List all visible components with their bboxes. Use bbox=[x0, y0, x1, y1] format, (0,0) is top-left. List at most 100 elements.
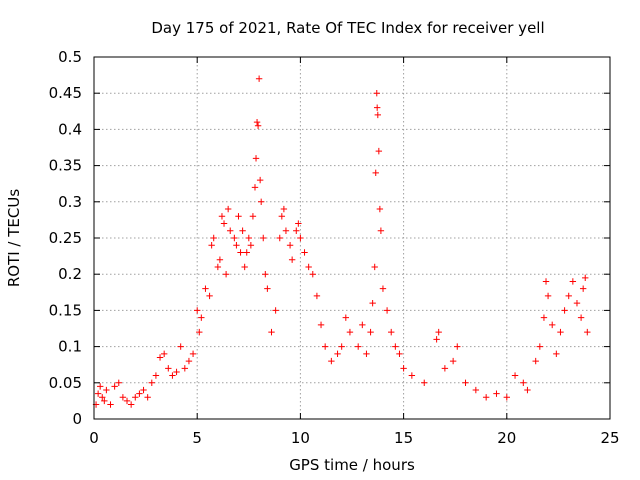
data-point bbox=[202, 285, 209, 292]
data-point bbox=[372, 169, 379, 177]
data-point bbox=[220, 220, 228, 227]
data-point bbox=[282, 227, 290, 234]
data-point bbox=[96, 383, 104, 390]
data-point bbox=[148, 379, 155, 386]
data-point bbox=[276, 234, 283, 242]
data-point bbox=[388, 328, 395, 336]
data-point bbox=[363, 350, 370, 358]
data-point bbox=[256, 176, 264, 184]
data-point bbox=[379, 285, 387, 292]
data-point bbox=[119, 394, 127, 401]
data-point bbox=[272, 307, 279, 314]
x-tick-label: 20 bbox=[497, 429, 516, 447]
data-point bbox=[243, 249, 250, 256]
data-point bbox=[288, 256, 296, 263]
data-point bbox=[383, 307, 391, 314]
y-tick-label: 0.1 bbox=[58, 338, 82, 356]
data-point bbox=[185, 357, 193, 365]
data-point bbox=[227, 227, 234, 234]
data-points bbox=[92, 75, 591, 408]
data-point bbox=[433, 336, 440, 343]
data-point bbox=[377, 227, 385, 234]
data-point bbox=[373, 90, 380, 97]
data-point bbox=[454, 343, 461, 350]
data-point bbox=[280, 205, 288, 213]
data-point bbox=[206, 292, 213, 300]
data-point bbox=[396, 350, 403, 358]
data-point bbox=[224, 205, 232, 213]
data-point bbox=[374, 111, 381, 119]
data-point bbox=[305, 263, 312, 271]
data-point bbox=[253, 118, 261, 126]
y-tick-label: 0 bbox=[72, 410, 82, 428]
x-tick-labels: 0 5 10 15 20 25 bbox=[89, 429, 619, 447]
data-point bbox=[338, 343, 345, 350]
data-point bbox=[210, 234, 217, 242]
data-point bbox=[392, 343, 399, 350]
data-point bbox=[549, 321, 556, 329]
data-point bbox=[144, 394, 151, 401]
data-point bbox=[286, 242, 294, 249]
data-point bbox=[99, 394, 106, 401]
data-point bbox=[107, 401, 114, 408]
data-point bbox=[536, 343, 544, 350]
data-point bbox=[257, 198, 265, 205]
data-point bbox=[208, 242, 215, 249]
data-point bbox=[237, 249, 244, 256]
data-point bbox=[264, 285, 271, 292]
data-point bbox=[239, 227, 246, 234]
data-point bbox=[371, 263, 378, 271]
y-tick-label: 0.3 bbox=[58, 193, 82, 211]
data-point bbox=[262, 271, 269, 278]
x-axis-title: GPS time / hours bbox=[289, 456, 415, 474]
data-point bbox=[321, 343, 329, 350]
data-point bbox=[584, 328, 591, 336]
y-tick-label: 0.25 bbox=[49, 229, 82, 247]
y-tick-label: 0.15 bbox=[49, 301, 82, 319]
data-point bbox=[472, 386, 480, 394]
data-point bbox=[293, 227, 300, 234]
data-point bbox=[278, 213, 286, 220]
data-point bbox=[231, 234, 238, 242]
y-tick-label: 0.45 bbox=[49, 84, 82, 102]
data-point bbox=[249, 213, 257, 220]
data-point bbox=[542, 278, 550, 285]
data-point bbox=[181, 365, 189, 372]
data-point bbox=[441, 365, 449, 372]
data-point bbox=[346, 328, 354, 336]
chart-title: Day 175 of 2021, Rate Of TEC Index for r… bbox=[151, 19, 544, 37]
y-axis-title: ROTI / TECUs bbox=[5, 189, 23, 287]
y-tick-label: 0.2 bbox=[58, 265, 82, 283]
axis-ticks bbox=[93, 56, 611, 420]
data-point bbox=[482, 394, 490, 401]
data-point bbox=[214, 263, 222, 271]
data-point bbox=[313, 292, 321, 300]
data-point bbox=[198, 314, 205, 321]
data-point bbox=[177, 343, 184, 350]
data-point bbox=[111, 383, 118, 390]
data-point bbox=[295, 220, 302, 227]
data-point bbox=[421, 379, 428, 386]
data-point bbox=[297, 234, 304, 242]
data-point bbox=[376, 205, 384, 213]
data-point bbox=[553, 350, 560, 358]
data-point bbox=[169, 372, 176, 379]
data-point bbox=[573, 299, 581, 307]
data-point bbox=[342, 314, 350, 321]
data-point bbox=[462, 379, 469, 386]
data-point bbox=[367, 328, 374, 336]
data-point bbox=[373, 104, 381, 111]
data-point bbox=[196, 328, 203, 336]
data-point bbox=[103, 386, 110, 394]
data-point bbox=[123, 397, 131, 405]
data-point bbox=[301, 249, 308, 256]
data-point bbox=[245, 234, 252, 242]
data-point bbox=[544, 292, 552, 300]
data-point bbox=[520, 379, 527, 386]
data-point bbox=[247, 242, 255, 249]
data-point bbox=[557, 328, 564, 336]
x-tick-label: 15 bbox=[394, 429, 413, 447]
data-point bbox=[136, 390, 143, 397]
data-point bbox=[152, 372, 160, 379]
data-point bbox=[400, 365, 407, 372]
